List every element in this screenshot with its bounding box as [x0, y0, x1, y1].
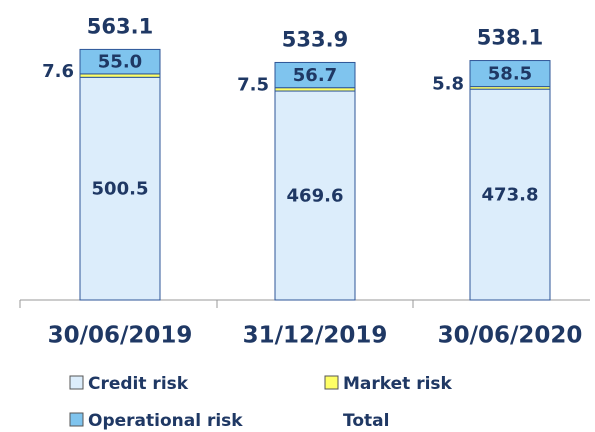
data-label: 5.8: [432, 74, 464, 95]
data-label: 469.6: [287, 186, 344, 207]
data-label: 473.8: [482, 185, 539, 206]
legend-label: Market risk: [343, 374, 453, 394]
x-tick-label: 31/12/2019: [243, 323, 388, 349]
total-label: 538.1: [477, 26, 543, 50]
legend-swatch: [324, 375, 339, 390]
bar-segment: [274, 87, 356, 92]
bar-segment: [79, 48, 161, 75]
x-tick-label: 30/06/2019: [48, 323, 193, 349]
bar-segment: [469, 60, 551, 88]
legend-swatch: [69, 412, 84, 427]
bar-segment: [79, 76, 161, 301]
data-label: 55.0: [98, 52, 142, 73]
legend-swatch: [69, 375, 84, 390]
data-label: 500.5: [92, 179, 149, 200]
total-label: 563.1: [87, 14, 153, 38]
total-label: 533.9: [282, 27, 348, 51]
data-label: 7.5: [237, 75, 269, 96]
legend-label: Credit risk: [88, 374, 189, 394]
bar-segment: [274, 61, 356, 89]
x-tick-label: 30/06/2020: [438, 323, 583, 349]
legend-label: Operational risk: [88, 411, 243, 431]
data-label: 58.5: [488, 64, 532, 85]
bar-segment: [274, 90, 356, 301]
legend-label: Total: [343, 411, 389, 431]
bar-segment: [79, 73, 161, 78]
data-label: 56.7: [293, 65, 337, 86]
data-label: 7.6: [42, 61, 74, 82]
bar-segment: [469, 88, 551, 301]
